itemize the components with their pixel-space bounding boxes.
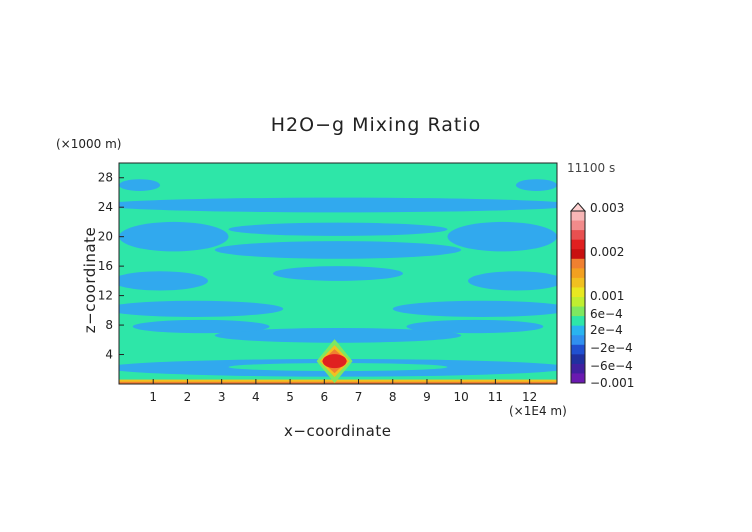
colorbar-swatch	[571, 335, 585, 346]
field-band	[119, 179, 161, 191]
field-band	[119, 221, 229, 252]
heatmap-field	[119, 163, 557, 384]
core-maximum	[322, 354, 347, 369]
colorbar-cap	[569, 202, 587, 212]
colorbar-swatch	[571, 220, 585, 231]
colorbar-swatch	[571, 287, 585, 298]
colorbar-swatch	[571, 373, 585, 384]
colorbar-swatch	[571, 316, 585, 327]
y-tick-label: 24	[98, 200, 113, 214]
field-band	[214, 328, 462, 343]
colorbar-label: 0.003	[590, 201, 624, 215]
field-surface-strip	[119, 381, 557, 384]
x-tick-label: 1	[149, 390, 157, 404]
field-band	[228, 222, 448, 236]
y-tick-label: 8	[105, 318, 113, 332]
field-band	[119, 197, 557, 213]
field-band	[214, 241, 462, 259]
x-axis-ticks: 1 2 3 4 5 6 7 8 9 10 11 12	[149, 379, 537, 404]
chart-title: H2O−g Mixing Ratio	[270, 114, 482, 136]
x-tick-label: 2	[184, 390, 192, 404]
colorbar-swatch	[571, 230, 585, 241]
x-tick-label: 5	[286, 390, 294, 404]
field-band	[119, 300, 284, 317]
colorbar-frame	[570, 210, 586, 384]
y-tick-label: 12	[98, 289, 113, 303]
colorbar-swatch	[571, 344, 585, 355]
x-tick-label: 3	[218, 390, 226, 404]
field-band	[406, 319, 544, 334]
x-tick-label: 9	[423, 390, 431, 404]
y-tick-label: 28	[98, 171, 113, 185]
field-band	[468, 271, 557, 291]
x-unit-label: (×1E4 m)	[509, 404, 567, 418]
x-tick-label: 12	[522, 390, 537, 404]
y-tick-label: 20	[98, 230, 113, 244]
x-tick-label: 11	[488, 390, 503, 404]
field-band	[515, 179, 557, 191]
colorbar-swatch	[571, 239, 585, 250]
colorbar-swatch	[571, 277, 585, 288]
x-tick-label: 4	[252, 390, 260, 404]
colorbar-swatch	[571, 306, 585, 317]
y-unit-label: (×1000 m)	[56, 137, 122, 151]
x-tick-label: 10	[454, 390, 469, 404]
colorbar-swatch	[571, 211, 585, 222]
field-band	[392, 300, 557, 317]
x-tick-label: 8	[389, 390, 397, 404]
plot-frame	[118, 162, 558, 385]
colorbar-label: −2e−4	[590, 341, 633, 355]
time-label: 11100 s	[567, 161, 616, 175]
colorbar-swatch	[571, 363, 585, 374]
field-surface-strip	[119, 379, 557, 384]
colorbar-swatch	[571, 325, 585, 336]
colorbar-swatch	[571, 354, 585, 365]
colorbar-label: −0.001	[590, 376, 634, 390]
x-tick-label: 7	[355, 390, 363, 404]
x-axis-label: x−coordinate	[284, 422, 392, 440]
colorbar-label: 0.001	[590, 289, 624, 303]
y-tick-label: 16	[98, 259, 113, 273]
colorbar-label: 2e−4	[590, 323, 623, 337]
colorbar-swatch	[571, 297, 585, 308]
colorbar-swatch	[571, 268, 585, 279]
field-band	[119, 271, 208, 291]
field-band	[272, 266, 404, 281]
colorbar-swatch	[571, 258, 585, 269]
x-tick-label: 6	[320, 390, 328, 404]
y-tick-label: 4	[105, 348, 113, 362]
colorbar-label: 0.002	[590, 245, 624, 259]
field-band	[132, 319, 270, 334]
colorbar-legend: 0.003 0.002 0.001 6e−4 2e−4 −2e−4 −6e−4 −0.001	[569, 201, 634, 390]
colorbar-swatch	[571, 249, 585, 260]
colorbar-label: 6e−4	[590, 307, 623, 321]
colorbar-label: −6e−4	[590, 359, 633, 373]
field-band	[447, 221, 557, 252]
y-axis-ticks: 4 8 12 16 20 24 28	[98, 171, 124, 362]
